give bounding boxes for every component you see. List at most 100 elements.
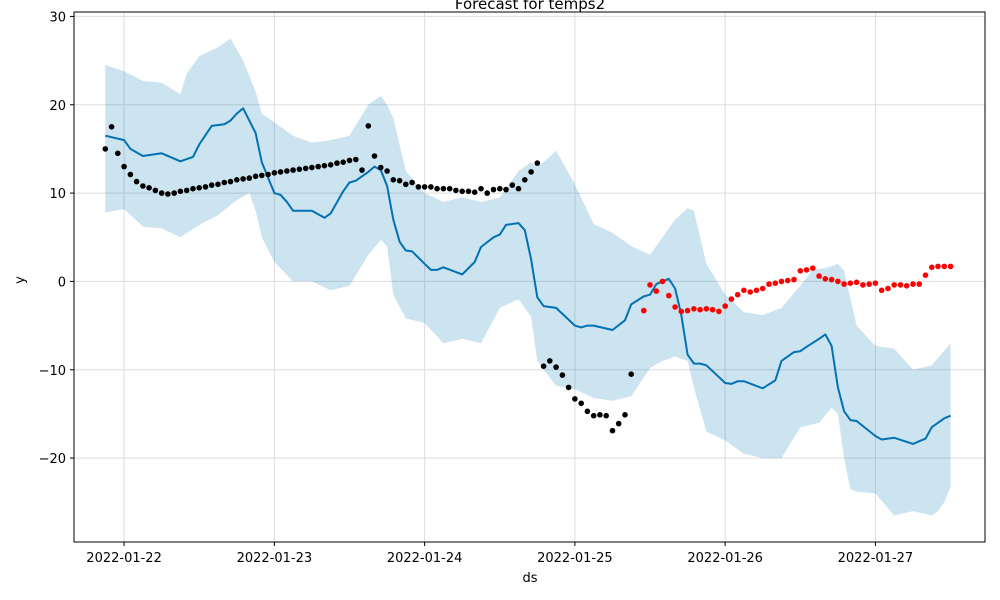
history-point xyxy=(559,372,566,378)
test-point xyxy=(860,282,866,288)
test-point xyxy=(641,307,647,314)
history-point xyxy=(359,167,365,173)
test-point xyxy=(916,281,923,287)
history-point xyxy=(296,166,303,172)
history-point xyxy=(471,189,478,195)
history-point xyxy=(609,427,616,434)
history-point xyxy=(315,163,322,170)
history-point xyxy=(309,164,315,171)
history-point xyxy=(478,185,484,192)
history-point xyxy=(434,185,440,192)
test-point xyxy=(853,279,860,286)
test-point xyxy=(659,278,666,285)
history-point xyxy=(603,412,609,419)
x-axis: 2022-01-22 2022-01-23 2022-01-24 2022-01-25… xyxy=(86,542,913,566)
test-point xyxy=(872,280,879,287)
y-tick-label: 30 xyxy=(49,10,66,25)
history-point xyxy=(572,396,578,402)
history-point xyxy=(140,183,146,189)
test-point xyxy=(841,281,847,287)
history-point xyxy=(108,124,115,130)
history-point xyxy=(446,185,453,192)
history-point xyxy=(484,190,491,196)
history-point xyxy=(208,182,215,188)
uncertainty-interval xyxy=(105,38,951,516)
history-point xyxy=(321,162,328,169)
test-point xyxy=(803,267,810,273)
history-point xyxy=(127,171,134,178)
test-point xyxy=(666,292,672,299)
history-point xyxy=(615,420,622,427)
history-point xyxy=(459,188,466,195)
history-point xyxy=(371,153,378,159)
history-point xyxy=(440,185,447,192)
history-point xyxy=(133,178,140,185)
test-point xyxy=(703,306,710,312)
history-point xyxy=(158,190,165,196)
test-point xyxy=(734,291,741,298)
history-point xyxy=(597,412,603,418)
history-point xyxy=(334,160,340,166)
history-point xyxy=(453,187,459,194)
test-point xyxy=(684,307,691,314)
test-point xyxy=(903,283,910,289)
test-point xyxy=(822,276,829,282)
x-tick-label: 2022-01-25 xyxy=(537,551,613,566)
history-point xyxy=(152,187,159,194)
history-point xyxy=(584,408,591,415)
test-point xyxy=(866,281,872,287)
history-point xyxy=(190,185,196,192)
x-tick-label: 2022-01-22 xyxy=(86,551,162,566)
forecast-line xyxy=(105,107,951,445)
history-point xyxy=(622,412,628,418)
y-axis-title: y xyxy=(13,276,28,284)
x-tick-label: 2022-01-24 xyxy=(387,551,463,566)
history-point xyxy=(202,184,209,190)
history-point xyxy=(528,169,534,175)
x-axis-title: ds xyxy=(522,571,537,586)
test-point xyxy=(691,306,697,312)
history-point xyxy=(146,185,152,191)
history-point xyxy=(378,164,384,171)
history-point xyxy=(428,184,434,190)
history-point xyxy=(183,187,190,194)
history-point xyxy=(565,384,572,391)
yhat-line xyxy=(105,107,951,445)
data-points xyxy=(102,123,954,434)
test-point xyxy=(778,278,785,285)
history-point xyxy=(578,400,584,407)
history-point xyxy=(628,371,634,378)
test-point xyxy=(772,280,779,287)
history-point xyxy=(259,172,265,179)
y-axis: 30 20 10 0 −10 −20 xyxy=(39,10,74,467)
test-point xyxy=(709,306,716,313)
history-point xyxy=(590,412,597,419)
history-point xyxy=(490,186,497,193)
test-point xyxy=(678,308,685,315)
test-point xyxy=(897,282,904,288)
test-point xyxy=(759,285,766,292)
test-point xyxy=(835,278,841,285)
test-point xyxy=(741,287,747,294)
test-point xyxy=(653,288,660,294)
history-point xyxy=(240,176,246,182)
history-point xyxy=(540,363,547,370)
history-point xyxy=(421,184,428,190)
history-point xyxy=(553,364,559,370)
history-point xyxy=(115,150,121,157)
test-point xyxy=(747,289,753,295)
history-point xyxy=(503,186,509,193)
y-tick-label: 10 xyxy=(49,187,66,202)
history-point xyxy=(346,157,353,164)
test-point xyxy=(878,287,885,294)
history-point xyxy=(277,169,284,175)
test-point xyxy=(753,287,760,294)
chart-title: Forecast for temps2 xyxy=(455,0,605,13)
history-point xyxy=(102,146,109,152)
test-point xyxy=(647,282,653,288)
history-point xyxy=(415,184,422,190)
history-point xyxy=(165,191,171,197)
test-point xyxy=(728,296,735,302)
history-point xyxy=(340,159,347,165)
